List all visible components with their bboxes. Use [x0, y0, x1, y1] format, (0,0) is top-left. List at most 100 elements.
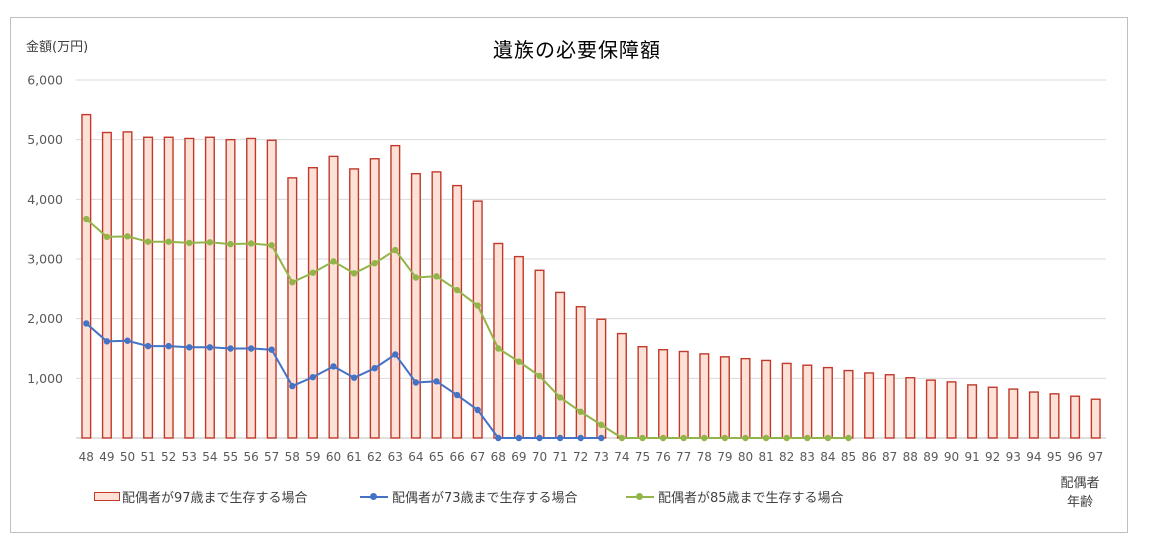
bar	[719, 356, 730, 439]
x-tick-label: 83	[800, 450, 815, 464]
data-point	[186, 344, 193, 351]
bar	[1090, 398, 1101, 439]
data-point	[577, 408, 584, 415]
x-tick-label: 84	[820, 450, 835, 464]
x-tick-label: 61	[346, 450, 361, 464]
legend-item-line-85: 配偶者が85歳まで生存する場合	[626, 487, 844, 506]
x-tick-label: 86	[861, 450, 876, 464]
bar	[369, 158, 380, 439]
bar	[1049, 393, 1060, 439]
x-tick-label: 82	[779, 450, 794, 464]
x-axis-label-line-1: 配偶者	[1060, 476, 1100, 491]
x-tick-label: 94	[1026, 450, 1041, 464]
x-tick-label: 57	[264, 450, 279, 464]
data-point	[268, 242, 275, 249]
y-tick-label: 6,000	[27, 73, 63, 88]
y-tick-label: 5,000	[27, 132, 63, 147]
bar	[946, 381, 957, 439]
bar	[575, 306, 586, 439]
x-tick-label: 58	[285, 450, 300, 464]
data-point	[721, 434, 729, 442]
x-tick-label: 68	[491, 450, 506, 464]
x-tick-labels: 48 49 50 51 52 53 54 55 56 57 58 59 60 61 62 63 64 65 66 67…	[79, 450, 1104, 464]
bar	[925, 379, 936, 439]
y-tick-labels: 1,000 2,000 3,000 4,000 5,000 6,000	[27, 73, 63, 386]
bar	[143, 136, 154, 439]
bar	[349, 168, 360, 439]
legend-label: 配偶者が73歳まで生存する場合	[392, 491, 578, 506]
bar	[431, 171, 442, 439]
legend-swatch-line-green	[626, 491, 654, 503]
bar	[163, 136, 174, 439]
data-point	[536, 434, 543, 442]
data-point	[453, 286, 461, 294]
bar-series	[81, 113, 1101, 439]
data-point	[515, 358, 523, 365]
data-point	[206, 344, 214, 351]
data-point	[227, 345, 234, 352]
data-point	[577, 434, 584, 442]
chart-frame	[10, 17, 1128, 533]
bar	[1028, 391, 1039, 439]
data-point	[659, 434, 667, 442]
x-tick-label: 91	[964, 450, 979, 464]
data-point	[742, 434, 749, 442]
x-tick-label: 87	[882, 450, 897, 464]
x-tick-label: 49	[99, 450, 114, 464]
data-point	[103, 338, 111, 345]
bar	[781, 362, 792, 439]
x-tick-label: 65	[429, 450, 444, 464]
data-point	[268, 346, 275, 353]
data-point	[536, 372, 543, 380]
bar	[390, 144, 401, 439]
data-point	[639, 434, 646, 442]
bar	[678, 350, 689, 439]
bar	[246, 137, 257, 439]
bar	[513, 255, 524, 439]
series-line	[85, 322, 602, 439]
x-axis-label-line-2: 年齢	[1066, 495, 1093, 510]
bar	[637, 346, 648, 439]
x-tick-label: 71	[552, 450, 567, 464]
data-point	[309, 373, 317, 381]
x-tick-label: 60	[326, 450, 341, 464]
legend-label: 配偶者が97歳まで生存する場合	[122, 491, 308, 506]
data-point	[247, 240, 255, 247]
data-point	[598, 421, 605, 429]
data-point	[495, 345, 502, 352]
data-point	[804, 434, 811, 442]
y-tick-label: 1,000	[27, 371, 63, 386]
x-tick-label: 92	[985, 450, 1000, 464]
data-point	[495, 434, 502, 442]
data-point	[206, 239, 214, 246]
data-point	[144, 238, 152, 245]
data-point	[680, 434, 687, 442]
data-point	[350, 374, 358, 381]
bar	[122, 131, 133, 439]
data-point	[433, 273, 440, 280]
data-point	[453, 391, 461, 399]
data-point	[309, 269, 317, 276]
data-point	[412, 274, 420, 281]
data-point	[289, 279, 296, 286]
x-tick-label: 95	[1047, 450, 1062, 464]
x-tick-label: 85	[841, 450, 856, 464]
x-tick-label: 97	[1088, 450, 1103, 464]
bar	[802, 364, 813, 439]
x-tick-label: 93	[1006, 450, 1021, 464]
x-tick-label: 79	[717, 450, 732, 464]
data-point	[701, 434, 708, 442]
legend-item-line-73: 配偶者が73歳まで生存する場合	[360, 487, 578, 506]
data-point	[247, 345, 255, 352]
x-axis-label: 配偶者 年齢	[1050, 474, 1110, 512]
bar	[287, 177, 298, 439]
x-tick-label: 55	[223, 450, 238, 464]
data-point	[371, 364, 378, 372]
data-point	[330, 363, 337, 370]
x-tick-label: 74	[614, 450, 629, 464]
x-tick-label: 72	[573, 450, 588, 464]
bar	[1008, 388, 1019, 439]
data-point	[371, 259, 378, 267]
line-series	[83, 215, 852, 442]
